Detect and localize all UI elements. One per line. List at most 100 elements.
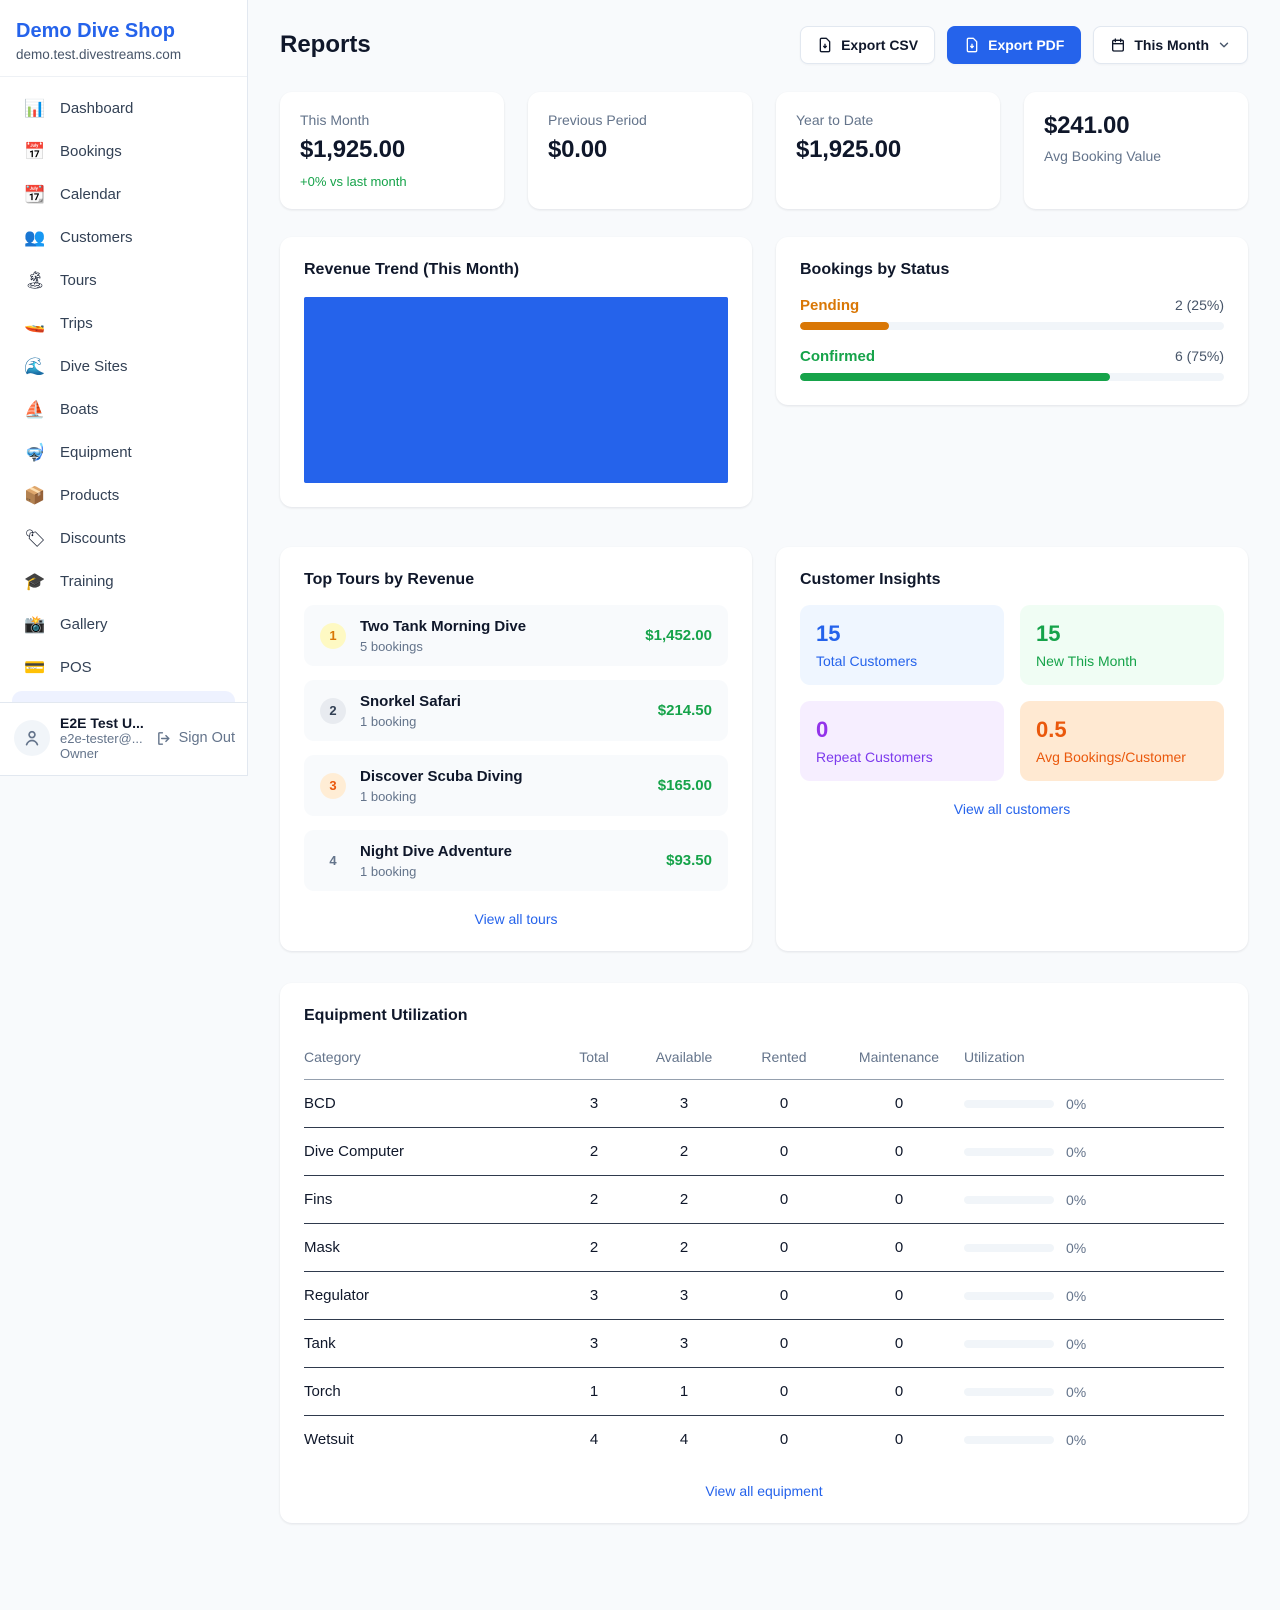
tour-amount: $1,452.00 bbox=[645, 627, 712, 644]
cell-maintenance: 0 bbox=[834, 1319, 964, 1368]
cell-category: Mask bbox=[304, 1223, 554, 1272]
sidebar-item-dive-sites[interactable]: 🌊 Dive Sites bbox=[8, 345, 239, 388]
tear-off-calendar-icon: 📆 bbox=[24, 185, 46, 204]
sidebar-item-customers[interactable]: 👥 Customers bbox=[8, 216, 239, 259]
export-csv-button[interactable]: Export CSV bbox=[800, 26, 936, 64]
brand-header: Demo Dive Shop demo.test.divestreams.com bbox=[0, 0, 247, 77]
cell-total: 2 bbox=[554, 1175, 634, 1224]
column-header-total: Total bbox=[554, 1039, 634, 1080]
cell-available: 2 bbox=[634, 1175, 734, 1224]
sidebar-item-products[interactable]: 📦 Products bbox=[8, 474, 239, 517]
tour-row: 4 Night Dive Adventure 1 booking $93.50 bbox=[304, 830, 728, 891]
cell-available: 2 bbox=[634, 1223, 734, 1272]
cell-maintenance: 0 bbox=[834, 1367, 964, 1416]
sidebar-item-label: Products bbox=[60, 487, 120, 504]
sidebar-item-pos[interactable]: 💳 POS bbox=[8, 646, 239, 689]
customer-insights-title: Customer Insights bbox=[800, 571, 941, 588]
charts-row: Revenue Trend (This Month) Bookings by S… bbox=[280, 237, 1248, 507]
sidebar-item-trips[interactable]: 🚤 Trips bbox=[8, 302, 239, 345]
sidebar-nav: 📊 Dashboard 📅 Bookings 📆 Calendar 👥 Cust… bbox=[0, 77, 247, 702]
view-all-tours-link[interactable]: View all tours bbox=[474, 911, 558, 927]
package-icon: 📦 bbox=[24, 486, 46, 505]
stat-card-this-month: This Month $1,925.00 +0% vs last month bbox=[280, 92, 504, 209]
view-all-customers-link[interactable]: View all customers bbox=[953, 801, 1071, 817]
sidebar-item-label: Dashboard bbox=[60, 100, 134, 117]
export-pdf-label: Export PDF bbox=[988, 37, 1065, 53]
sidebar-item-gallery[interactable]: 📸 Gallery bbox=[8, 603, 239, 646]
utilization-label: 0% bbox=[1066, 1287, 1087, 1304]
cell-rented: 0 bbox=[734, 1223, 834, 1272]
calendar-date-icon: 📅 bbox=[24, 142, 46, 161]
cell-total: 3 bbox=[554, 1319, 634, 1368]
tour-bookings: 1 booking bbox=[360, 864, 417, 879]
table-row: Wetsuit 4 4 0 0 0% bbox=[304, 1416, 1224, 1464]
sidebar-item-discounts[interactable]: 🏷 Discounts bbox=[8, 517, 239, 560]
status-label-pending: Pending bbox=[800, 297, 860, 314]
sidebar-item-equipment[interactable]: 🤿 Equipment bbox=[8, 431, 239, 474]
insight-grid: 15 Total Customers 15 New This Month 0 R… bbox=[800, 605, 1224, 781]
column-header-maintenance: Maintenance bbox=[834, 1039, 964, 1080]
cell-maintenance: 0 bbox=[894, 1431, 904, 1448]
period-dropdown[interactable]: This Month bbox=[1093, 26, 1248, 64]
cell-total: 2 bbox=[554, 1223, 634, 1272]
cell-category: Fins bbox=[304, 1175, 554, 1224]
insight-tile-total-customers: 15 Total Customers bbox=[800, 605, 1004, 685]
sidebar-item-label: POS bbox=[60, 659, 92, 676]
sidebar-item-bookings[interactable]: 📅 Bookings bbox=[8, 130, 239, 173]
cell-category: Torch bbox=[304, 1367, 554, 1416]
calendar-icon bbox=[1112, 38, 1125, 52]
sidebar-item-reports-active-partial[interactable] bbox=[12, 691, 235, 702]
cell-available: 1 bbox=[634, 1367, 734, 1416]
sidebar-item-boats[interactable]: ⛵ Boats bbox=[8, 388, 239, 431]
stat-value: $0.00 bbox=[548, 136, 608, 163]
export-pdf-button[interactable]: Export PDF bbox=[947, 26, 1082, 64]
table-row: Regulator 3 3 0 0 0% bbox=[304, 1271, 1224, 1320]
sign-out-button[interactable]: Sign Out bbox=[156, 730, 235, 747]
export-csv-label: Export CSV bbox=[841, 37, 919, 53]
user-email: e2e-tester@... bbox=[60, 731, 143, 746]
table-row: BCD 3 3 0 0 0% bbox=[304, 1079, 1224, 1128]
user-section: E2E Test U... e2e-tester@... Owner Sign … bbox=[0, 702, 247, 775]
equipment-utilization-title: Equipment Utilization bbox=[304, 1007, 468, 1024]
sidebar-item-label: Calendar bbox=[60, 186, 121, 203]
table-header-row: Category Total Available Rented Maintena… bbox=[304, 1039, 1224, 1080]
diving-mask-icon: 🤿 bbox=[24, 443, 46, 462]
sidebar-item-label: Discounts bbox=[60, 530, 126, 547]
cell-total: 3 bbox=[554, 1079, 634, 1128]
utilization-label: 0% bbox=[1066, 1239, 1087, 1256]
user-role: Owner bbox=[60, 746, 99, 761]
utilization-label: 0% bbox=[1066, 1431, 1087, 1448]
rank-badge: 1 bbox=[320, 622, 346, 649]
sidebar-item-training[interactable]: 🎓 Training bbox=[8, 560, 239, 603]
sidebar-item-label: Bookings bbox=[60, 143, 122, 160]
bar-chart-icon: 📊 bbox=[24, 99, 46, 118]
stat-card-avg-booking-value: $241.00 Avg Booking Value bbox=[1024, 92, 1248, 209]
progress-track bbox=[800, 373, 1224, 381]
period-label: This Month bbox=[1134, 37, 1209, 53]
sidebar-item-calendar[interactable]: 📆 Calendar bbox=[8, 173, 239, 216]
rank-badge: 2 bbox=[320, 697, 346, 724]
logout-icon bbox=[157, 731, 170, 745]
cell-rented: 0 bbox=[734, 1271, 834, 1320]
tour-name: Snorkel Safari bbox=[360, 693, 461, 710]
cell-available: 3 bbox=[634, 1079, 734, 1128]
view-all-equipment-link[interactable]: View all equipment bbox=[705, 1483, 823, 1499]
insights-row: Top Tours by Revenue 1 Two Tank Morning … bbox=[280, 547, 1248, 951]
cell-maintenance: 0 bbox=[834, 1271, 964, 1320]
camera-icon: 📸 bbox=[24, 615, 46, 634]
insight-value: 15 bbox=[816, 621, 841, 646]
cell-rented: 0 bbox=[734, 1127, 834, 1176]
utilization-meter: 0% bbox=[964, 1288, 1224, 1304]
sidebar-item-tours[interactable]: 🏝 Tours bbox=[8, 259, 239, 302]
stat-label: Avg Booking Value bbox=[1044, 148, 1162, 164]
utilization-meter: 0% bbox=[964, 1384, 1224, 1400]
stat-card-previous-period: Previous Period $0.00 bbox=[528, 92, 752, 209]
utilization-meter: 0% bbox=[964, 1432, 1224, 1448]
rank-badge: 3 bbox=[320, 772, 346, 799]
column-header-utilization: Utilization bbox=[964, 1039, 1224, 1080]
tour-bookings: 5 bookings bbox=[360, 639, 423, 654]
insight-tile-avg-bookings: 0.5 Avg Bookings/Customer bbox=[1020, 701, 1224, 781]
tour-bookings: 1 booking bbox=[360, 789, 417, 804]
sidebar-item-dashboard[interactable]: 📊 Dashboard bbox=[8, 87, 239, 130]
